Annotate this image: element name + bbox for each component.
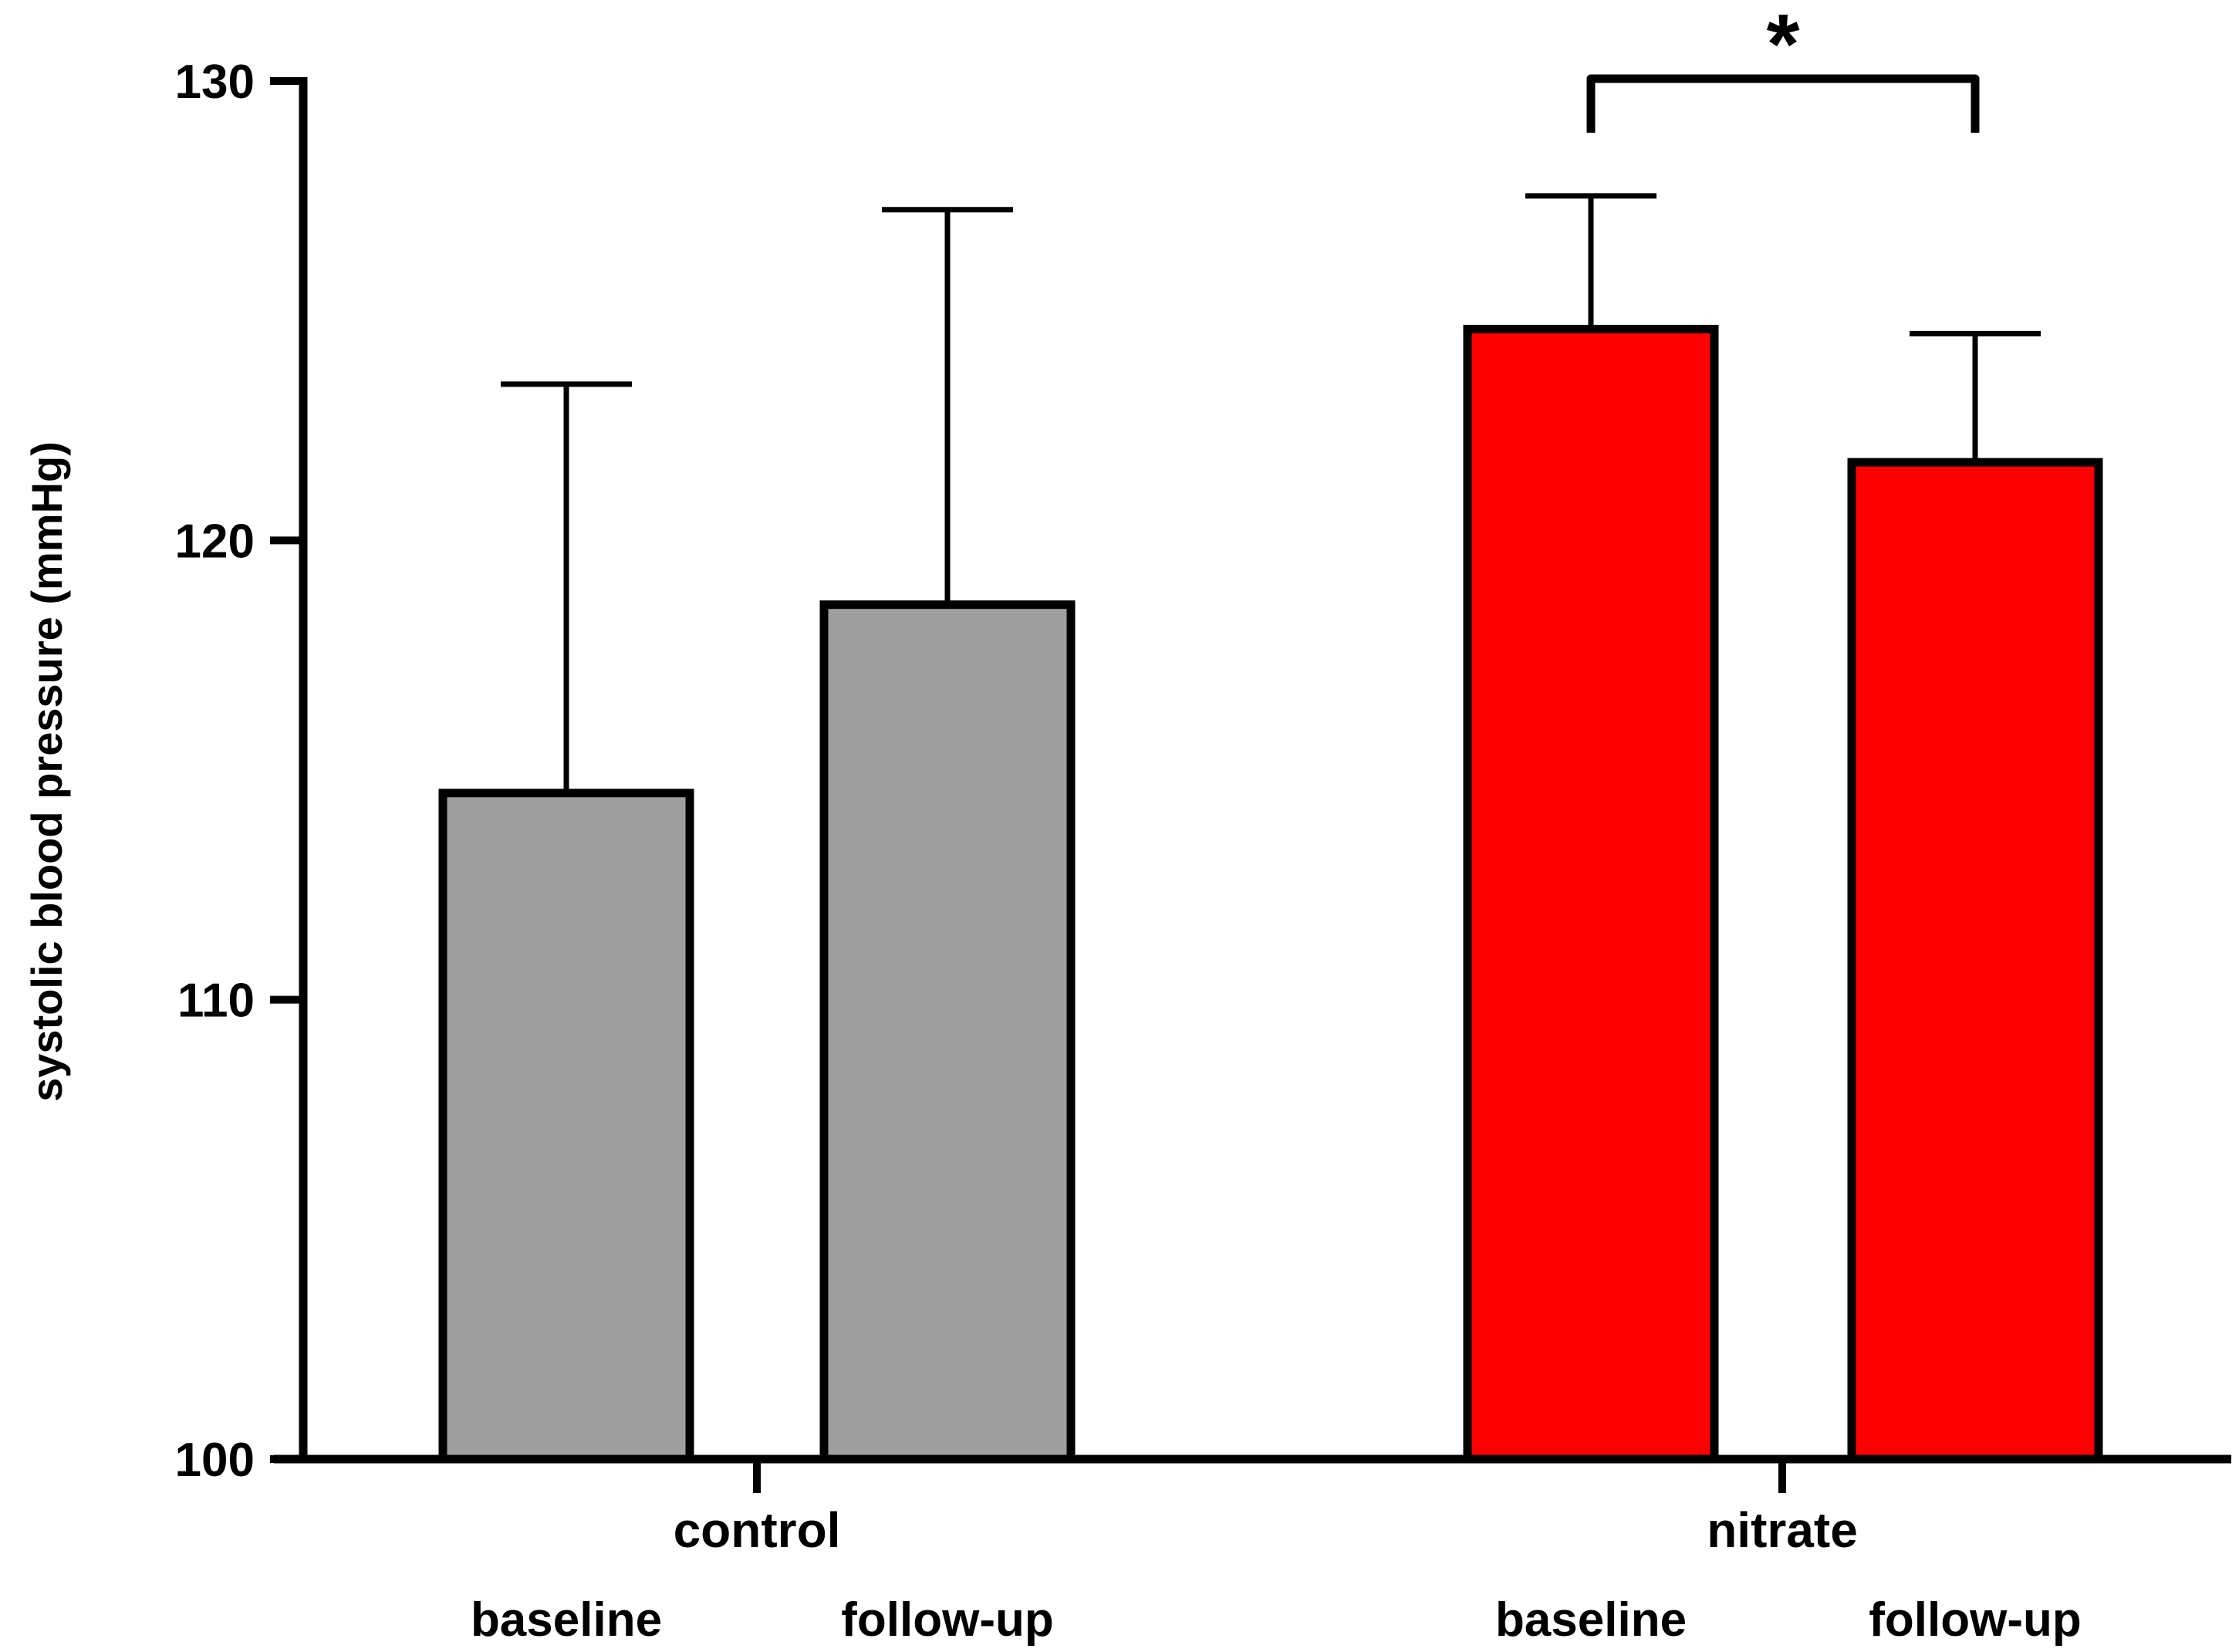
error-bars-layer bbox=[501, 193, 2041, 793]
bar-control-follow-up bbox=[819, 600, 1076, 1464]
y-tick-label-100: 100 bbox=[175, 1434, 255, 1487]
axes-layer bbox=[270, 77, 2231, 1493]
x-sublabel-nitrate-follow-up: follow-up bbox=[1869, 1593, 2081, 1647]
x-group-label-control: control bbox=[674, 1502, 841, 1558]
y-tick-label-130: 130 bbox=[175, 56, 255, 109]
y-tick-label-120: 120 bbox=[175, 515, 255, 568]
significance-marker: * bbox=[1767, 0, 1800, 92]
bar-control-baseline bbox=[438, 789, 694, 1464]
significance-bracket bbox=[1586, 74, 1980, 133]
bars-layer bbox=[438, 324, 2103, 1464]
x-sublabel-control-baseline: baseline bbox=[471, 1593, 662, 1647]
y-axis-title: systolic blood pressure (mmHg) bbox=[22, 441, 71, 1102]
bar-nitrate-follow-up bbox=[1847, 458, 2103, 1464]
bar-nitrate-baseline bbox=[1463, 324, 1719, 1464]
y-tick-label-110: 110 bbox=[177, 975, 255, 1028]
x-sublabel-control-follow-up: follow-up bbox=[841, 1593, 1053, 1647]
x-sublabel-nitrate-baseline: baseline bbox=[1495, 1593, 1687, 1647]
significance-layer: * bbox=[1586, 0, 1980, 133]
labels-layer: systolic blood pressure (mmHg) baseline fo… bbox=[22, 56, 2082, 1647]
x-group-label-nitrate: nitrate bbox=[1707, 1502, 1858, 1558]
